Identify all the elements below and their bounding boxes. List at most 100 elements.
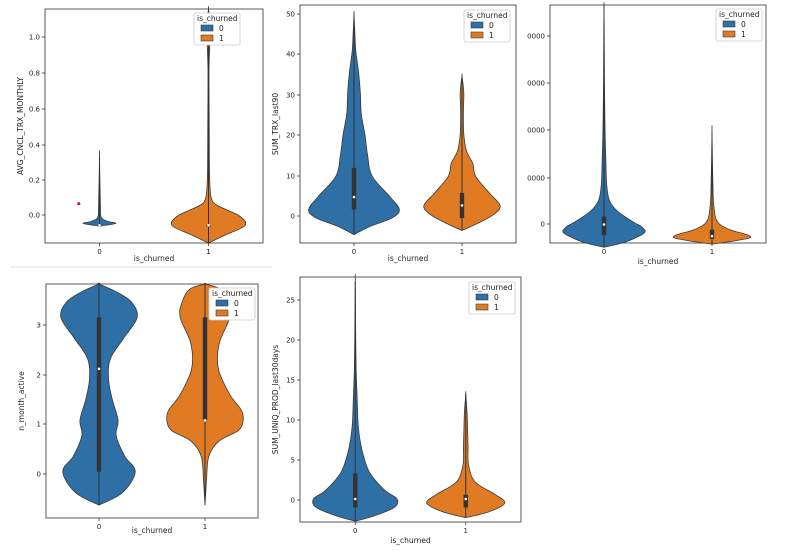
y-tick-label: 0.0 <box>29 212 40 220</box>
y-tick-label: 1 <box>37 421 41 429</box>
y-axis-label: SUM_UNIQ_PROD_last30days <box>271 345 280 454</box>
legend-entry-label: 1 <box>234 309 239 318</box>
legend-swatch <box>470 31 484 39</box>
violin-median-dot <box>710 234 714 238</box>
violin-median-dot <box>203 418 207 422</box>
legend-title: is_churned <box>197 14 238 23</box>
legend-swatch <box>215 309 229 317</box>
legend-entry-label: 1 <box>741 30 746 39</box>
x-tick-label: 1 <box>710 248 714 256</box>
legend-swatch <box>215 299 229 307</box>
x-tick-label: 0 <box>97 523 101 531</box>
y-tick-label: 0.2 <box>29 177 40 185</box>
y-tick-label: 10 <box>286 173 295 181</box>
x-tick-label: 0 <box>97 248 101 256</box>
violin-median-dot <box>353 497 357 501</box>
violin-iqr-box <box>96 317 102 472</box>
y-tick-label: 25 <box>286 297 295 305</box>
x-axis-label: is_churned <box>134 254 175 263</box>
violin-iqr-box <box>353 473 358 508</box>
y-tick-label: 20 <box>286 337 295 345</box>
chart-avg-cncl: 0.00.20.40.60.81.00 1is_churnedAVG_CNCL_T… <box>16 6 264 263</box>
x-tick-label: 0 <box>602 248 606 256</box>
x-tick-label: 1 <box>460 248 464 256</box>
y-tick-label: 50 <box>286 11 295 19</box>
legend-entry-label: 0 <box>219 24 224 33</box>
violin-median-dot <box>460 204 464 207</box>
y-tick-label: 0.4 <box>29 142 41 150</box>
y-tick-label: 20 <box>286 132 295 140</box>
legend-swatch <box>475 293 489 301</box>
legend-entry-label: 0 <box>489 21 494 30</box>
y-tick-label: 30 <box>286 92 295 100</box>
x-axis-label: is_churned <box>388 254 429 263</box>
y-tick-label: 0 <box>291 497 295 505</box>
plot-frame <box>549 4 767 244</box>
legend-title: is_churned <box>467 11 508 20</box>
y-tick-label: 0.6 <box>29 106 41 114</box>
plot-frame <box>44 8 264 244</box>
y-tick-label: 3 <box>37 322 41 330</box>
y-tick-label: 0 <box>291 213 295 221</box>
violin-iqr-box <box>202 317 208 421</box>
legend-swatch <box>722 30 736 38</box>
y-tick-label: 0000 <box>527 175 545 183</box>
legend-entry-label: 1 <box>219 34 224 43</box>
y-axis-label: SUM_TRX_last90 <box>271 93 280 155</box>
legend-entry-label: 1 <box>494 303 499 312</box>
x-tick-label: 0 <box>353 527 357 535</box>
x-tick-label: 1 <box>203 523 207 531</box>
outlier-point <box>77 202 81 206</box>
legend-entry-label: 0 <box>234 299 239 308</box>
violin-iqr-box <box>601 216 607 236</box>
x-tick-label: 1 <box>464 527 468 535</box>
y-tick-label: 1.0 <box>29 34 40 42</box>
violin-median-dot <box>98 224 101 227</box>
y-tick-label: 0 <box>541 221 545 229</box>
x-tick-label: 0 <box>352 248 356 256</box>
y-tick-label: 10 <box>286 417 295 425</box>
legend-entry-label: 0 <box>741 20 746 29</box>
y-tick-label: 0000 <box>527 80 545 88</box>
violin-median-dot <box>602 223 606 226</box>
legend-entry-label: 1 <box>489 31 494 40</box>
x-tick-label: 1 <box>206 248 210 256</box>
legend-title: is_churned <box>212 289 253 298</box>
y-tick-label: 0000 <box>527 33 545 41</box>
legend-swatch <box>722 20 736 28</box>
legend-swatch <box>200 34 214 42</box>
violin-median-dot <box>207 224 210 227</box>
legend-title: is_churned <box>719 10 760 19</box>
y-axis-label: n_month_active <box>17 371 26 431</box>
y-tick-label: 5 <box>291 457 295 465</box>
x-axis-label: is_churned <box>132 526 173 535</box>
legend-entry-label: 0 <box>494 293 499 302</box>
violin-median-dot <box>464 497 468 501</box>
violin-median-dot <box>352 195 356 199</box>
y-tick-label: 2 <box>37 372 41 380</box>
legend-swatch <box>200 24 214 32</box>
violin-iqr-box <box>463 494 468 508</box>
y-tick-label: 0 <box>37 471 41 479</box>
x-axis-label: is_churned <box>390 536 431 545</box>
legend-swatch <box>475 303 489 311</box>
legend-swatch <box>470 21 484 29</box>
y-tick-label: 0.8 <box>29 70 40 78</box>
y-tick-label: 15 <box>286 377 295 385</box>
y-tick-label: 40 <box>286 51 295 59</box>
violin-iqr-box <box>351 167 357 210</box>
x-axis-label: is_churned <box>638 257 679 266</box>
legend-title: is_churned <box>472 283 513 292</box>
y-tick-label: 0000 <box>527 127 545 135</box>
y-axis-label: AVG_CNCL_TRX_MONTHLY <box>16 77 25 175</box>
